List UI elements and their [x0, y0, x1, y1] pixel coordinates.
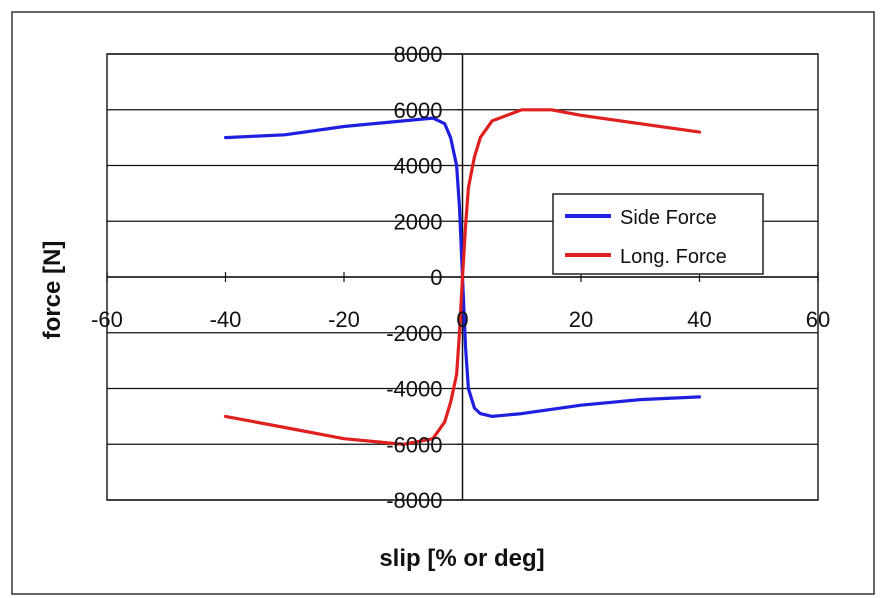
y-tick-label-6: -4000	[386, 377, 442, 402]
legend-label-side-force: Side Force	[620, 207, 717, 229]
y-tick-label-4: 0	[430, 265, 442, 290]
y-tick-label-8: -8000	[386, 488, 442, 513]
x-tick-label-0: -60	[91, 307, 123, 332]
y-tick-label-0: 8000	[394, 42, 443, 67]
x-axis-title: slip [% or deg]	[379, 545, 544, 572]
x-tick-label-1: -40	[210, 307, 242, 332]
x-tick-label-2: -20	[328, 307, 360, 332]
x-tick-label-6: 60	[806, 307, 830, 332]
legend: Side Force Long. Force	[552, 193, 764, 275]
x-tick-label-5: 40	[687, 307, 711, 332]
x-tick-label-4: 20	[569, 307, 593, 332]
y-tick-label-7: -6000	[386, 432, 442, 457]
y-axis-title: force [N]	[39, 241, 66, 340]
series-layer	[223, 108, 702, 446]
series-line-long-force	[223, 108, 702, 446]
legend-box	[552, 193, 764, 275]
y-tick-label-1: 6000	[394, 98, 443, 123]
y-tick-label-3: 2000	[394, 209, 443, 234]
tick-labels: 8000 6000 4000 2000 0 -2000 -4000 -6000 -8000 -60…	[91, 42, 830, 513]
y-tick-label-2: 4000	[394, 154, 443, 179]
legend-label-long-force: Long. Force	[620, 246, 727, 268]
y-tick-label-5: -2000	[386, 321, 442, 346]
x-tick-label-3: 0	[456, 307, 468, 332]
